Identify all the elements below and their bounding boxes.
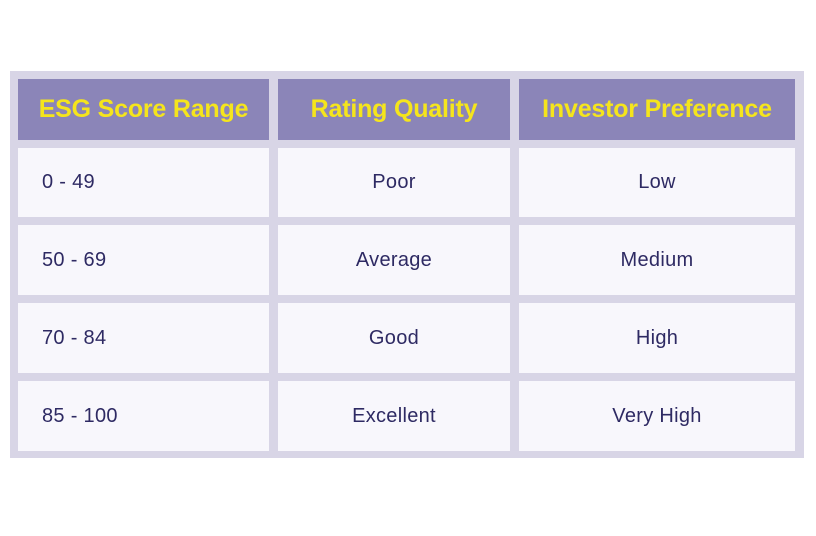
esg-score-table: ESG Score Range Rating Quality Investor … xyxy=(10,71,804,458)
cell-score-range: 70 - 84 xyxy=(18,303,269,373)
cell-investor-preference: Low xyxy=(519,148,795,217)
cell-investor-preference: Medium xyxy=(519,225,795,295)
cell-rating-quality: Excellent xyxy=(278,381,510,451)
cell-rating-quality: Poor xyxy=(278,148,510,217)
cell-score-range: 85 - 100 xyxy=(18,381,269,451)
header-investor-preference: Investor Preference xyxy=(519,79,795,140)
header-score-range: ESG Score Range xyxy=(18,79,269,140)
cell-score-range: 50 - 69 xyxy=(18,225,269,295)
cell-investor-preference: High xyxy=(519,303,795,373)
cell-rating-quality: Good xyxy=(278,303,510,373)
cell-investor-preference: Very High xyxy=(519,381,795,451)
cell-rating-quality: Average xyxy=(278,225,510,295)
cell-score-range: 0 - 49 xyxy=(18,148,269,217)
header-rating-quality: Rating Quality xyxy=(278,79,510,140)
